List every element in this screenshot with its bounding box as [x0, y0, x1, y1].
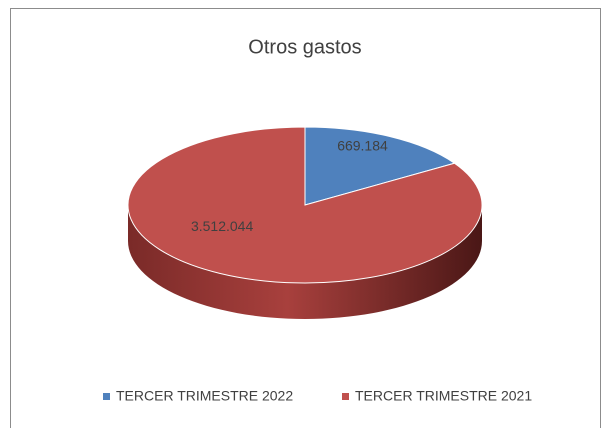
legend-swatch [103, 393, 110, 400]
chart-title: Otros gastos [248, 36, 361, 58]
data-label: 669.184 [337, 138, 388, 154]
slice-side [128, 205, 482, 319]
legend-label: TERCER TRIMESTRE 2022 [116, 388, 293, 404]
legend-swatch [342, 393, 349, 400]
slice [127, 126, 483, 284]
legend-label: TERCER TRIMESTRE 2021 [355, 388, 532, 404]
data-label: 3.512.044 [191, 218, 253, 234]
slice [304, 126, 456, 206]
